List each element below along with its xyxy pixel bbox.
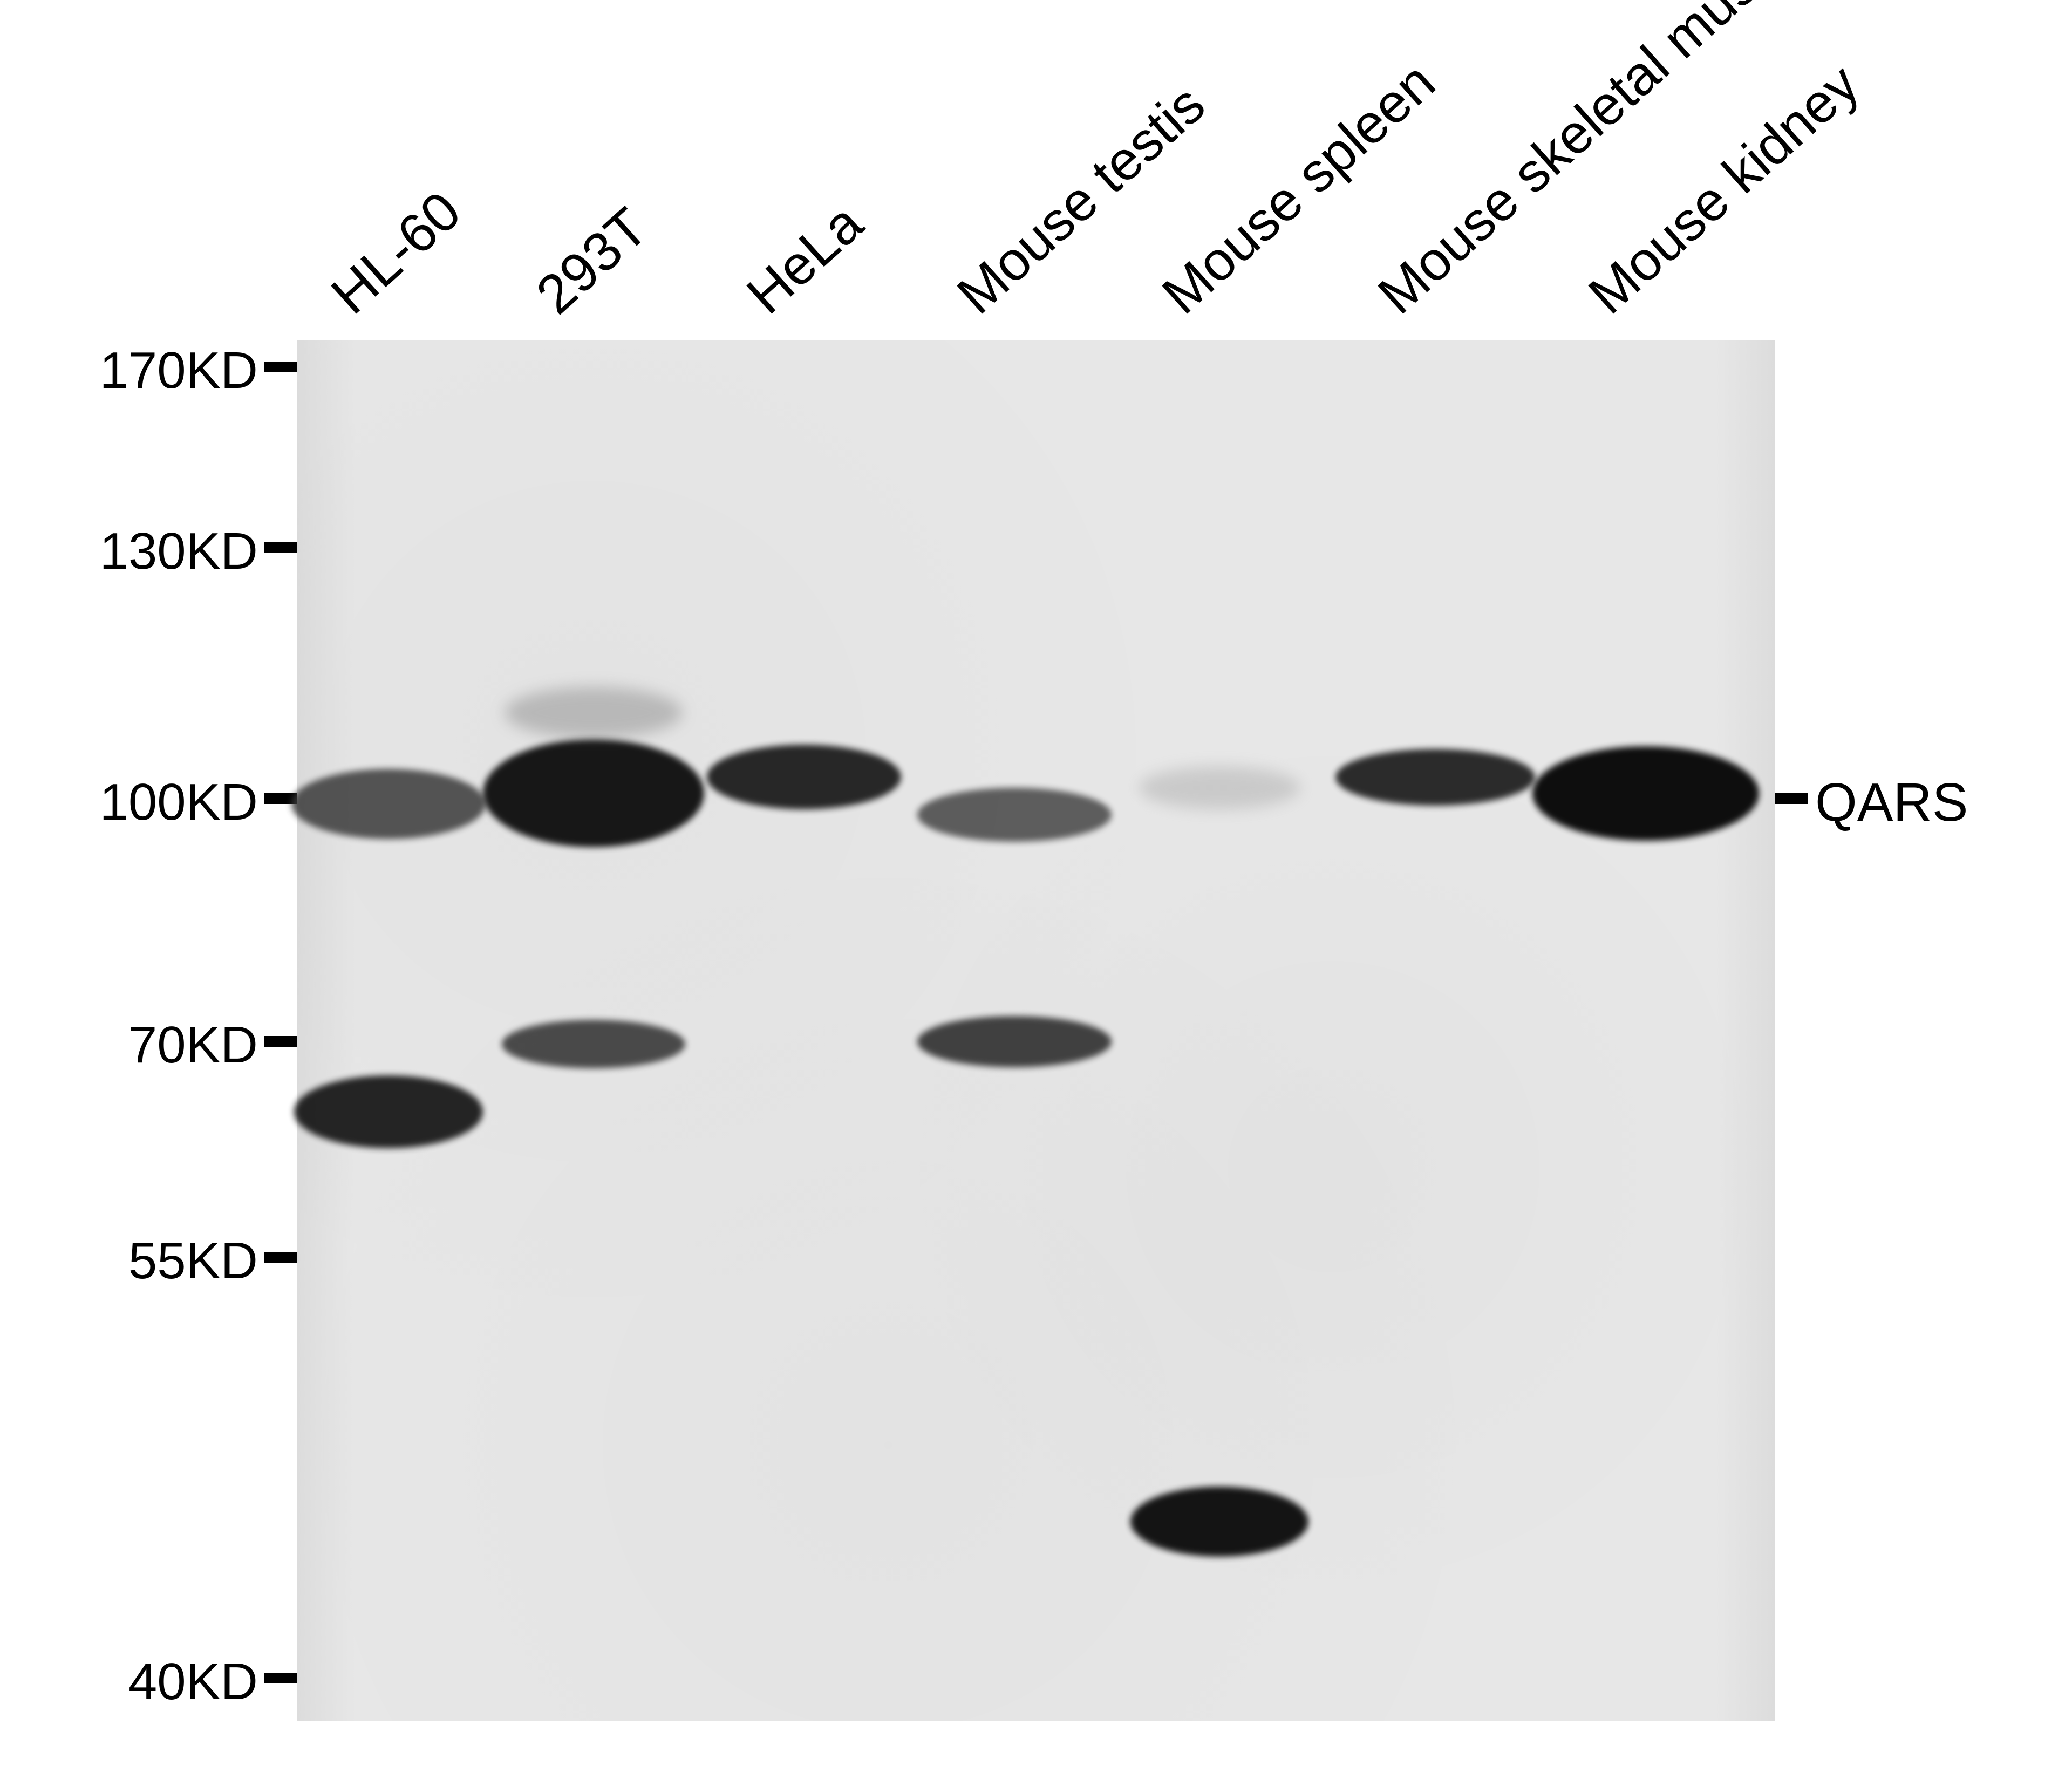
band bbox=[1335, 749, 1535, 806]
lane-label: 293T bbox=[524, 195, 660, 326]
lane-label: HL-60 bbox=[319, 179, 473, 326]
target-band-name: QARS bbox=[1815, 772, 1968, 834]
mw-label-55kd: 55KD bbox=[128, 1231, 258, 1291]
mw-label-130kd: 130KD bbox=[99, 522, 258, 581]
mw-tick bbox=[264, 1252, 297, 1263]
band bbox=[294, 1075, 483, 1148]
mw-label-170kd: 170KD bbox=[99, 341, 258, 400]
mw-label-40kd: 40KD bbox=[128, 1652, 258, 1712]
target-band-tick bbox=[1775, 793, 1808, 804]
band bbox=[1532, 746, 1759, 841]
band bbox=[917, 788, 1112, 842]
mw-tick bbox=[264, 1036, 297, 1047]
mw-tick bbox=[264, 1673, 297, 1683]
band bbox=[707, 745, 901, 809]
band bbox=[1130, 1487, 1308, 1557]
band bbox=[483, 739, 704, 847]
band bbox=[502, 1020, 685, 1068]
lane-label: HeLa bbox=[735, 192, 875, 326]
band bbox=[291, 769, 486, 839]
mw-tick bbox=[264, 362, 297, 372]
band bbox=[917, 1016, 1112, 1067]
mw-tick bbox=[264, 542, 297, 553]
mw-label-70kd: 70KD bbox=[128, 1015, 258, 1075]
band bbox=[505, 687, 683, 738]
band bbox=[1139, 766, 1300, 809]
mw-label-100kd: 100KD bbox=[99, 773, 258, 832]
